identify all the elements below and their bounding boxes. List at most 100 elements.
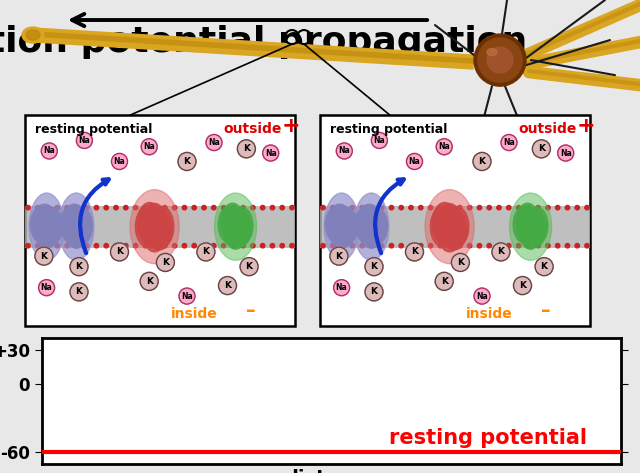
Text: Na: Na (560, 149, 572, 158)
Bar (320, 115, 590, 325)
Circle shape (70, 258, 88, 276)
Circle shape (406, 243, 424, 261)
Circle shape (556, 244, 560, 248)
Circle shape (438, 205, 442, 210)
Circle shape (114, 205, 118, 210)
Text: K: K (497, 247, 504, 256)
Circle shape (202, 244, 206, 248)
Ellipse shape (38, 207, 63, 244)
Circle shape (104, 244, 108, 248)
Circle shape (212, 244, 216, 248)
Circle shape (467, 244, 472, 248)
Ellipse shape (327, 204, 352, 241)
Circle shape (197, 243, 215, 261)
Circle shape (473, 152, 491, 170)
Ellipse shape (62, 204, 86, 241)
Ellipse shape (142, 211, 167, 252)
Circle shape (435, 272, 453, 290)
Circle shape (526, 205, 531, 210)
Circle shape (45, 205, 50, 210)
Ellipse shape (516, 203, 539, 240)
Ellipse shape (357, 204, 381, 241)
Circle shape (467, 205, 472, 210)
Circle shape (240, 258, 258, 276)
Circle shape (575, 205, 579, 210)
Ellipse shape (135, 207, 160, 247)
Circle shape (270, 205, 275, 210)
Circle shape (478, 38, 522, 82)
Ellipse shape (26, 30, 40, 40)
Circle shape (406, 153, 422, 169)
Circle shape (182, 205, 187, 210)
Circle shape (370, 205, 374, 210)
Circle shape (192, 244, 196, 248)
Circle shape (360, 205, 364, 210)
Circle shape (143, 205, 148, 210)
Circle shape (389, 205, 394, 210)
Circle shape (321, 244, 325, 248)
Circle shape (380, 244, 384, 248)
Circle shape (428, 205, 433, 210)
Circle shape (565, 205, 570, 210)
Circle shape (536, 244, 540, 248)
Text: K: K (76, 288, 83, 297)
Text: Na: Na (374, 136, 385, 145)
Circle shape (221, 205, 226, 210)
Circle shape (575, 244, 579, 248)
Circle shape (536, 205, 540, 210)
Text: Na: Na (336, 283, 348, 292)
Circle shape (380, 205, 384, 210)
Circle shape (477, 205, 482, 210)
Text: K: K (246, 262, 253, 271)
Text: K: K (184, 157, 191, 166)
Text: outside: outside (223, 122, 282, 136)
Circle shape (365, 258, 383, 276)
Circle shape (458, 244, 462, 248)
Circle shape (333, 280, 349, 296)
Circle shape (111, 243, 129, 261)
Text: outside: outside (518, 122, 577, 136)
Circle shape (104, 205, 108, 210)
Circle shape (36, 205, 40, 210)
Text: K: K (202, 247, 209, 256)
Ellipse shape (149, 207, 174, 247)
Circle shape (124, 205, 128, 210)
Circle shape (513, 277, 531, 295)
Ellipse shape (68, 207, 93, 244)
Circle shape (477, 244, 482, 248)
Circle shape (330, 247, 348, 265)
Ellipse shape (513, 206, 536, 243)
Text: –: – (246, 300, 256, 320)
Circle shape (557, 145, 573, 161)
Ellipse shape (32, 204, 57, 241)
Circle shape (94, 205, 99, 210)
Circle shape (438, 244, 442, 248)
Ellipse shape (355, 206, 380, 243)
Circle shape (331, 244, 335, 248)
Text: K: K (116, 247, 123, 256)
Circle shape (251, 244, 255, 248)
Text: resting potential: resting potential (388, 429, 587, 448)
Circle shape (321, 205, 325, 210)
Text: K: K (76, 262, 83, 271)
Circle shape (419, 244, 423, 248)
Circle shape (501, 134, 517, 150)
Text: resting potential: resting potential (35, 123, 152, 136)
Circle shape (38, 280, 54, 296)
Circle shape (262, 145, 278, 161)
Circle shape (532, 140, 550, 158)
Text: inside: inside (171, 307, 218, 321)
Circle shape (178, 152, 196, 170)
Circle shape (241, 244, 245, 248)
Text: Na: Na (339, 147, 350, 156)
Ellipse shape (22, 27, 44, 43)
Circle shape (133, 244, 138, 248)
Circle shape (336, 143, 352, 159)
Circle shape (241, 205, 245, 210)
Circle shape (371, 132, 387, 149)
Circle shape (237, 140, 255, 158)
Circle shape (231, 205, 236, 210)
Circle shape (65, 205, 69, 210)
Text: K: K (519, 281, 526, 290)
Ellipse shape (325, 206, 350, 243)
